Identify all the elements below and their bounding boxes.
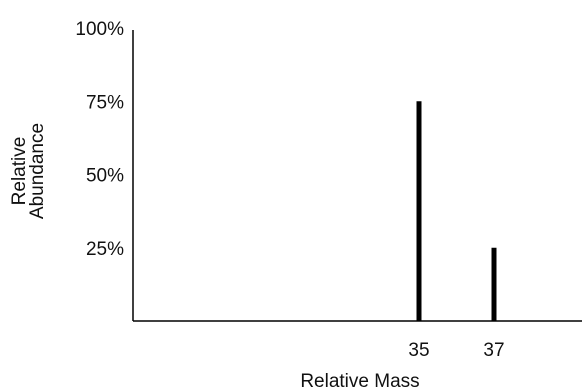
x-axis-title: Relative Mass — [300, 371, 419, 390]
y-tick-label-50: 50% — [86, 166, 124, 187]
bar-mass-35 — [416, 101, 422, 321]
y-tick-labels: 25% 50% 75% 100% — [75, 19, 124, 260]
y-tick-label-100: 100% — [75, 19, 124, 40]
y-tick-label-75: 75% — [86, 92, 124, 113]
x-tick-label-35: 35 — [408, 340, 429, 361]
x-tick-label-37: 37 — [483, 340, 504, 361]
y-axis-title-line-2: Abundance — [27, 123, 48, 219]
bar-mass-37 — [491, 247, 497, 321]
x-tick-labels: 35 37 — [408, 340, 504, 361]
y-tick-label-25: 25% — [86, 239, 124, 260]
bars-group — [416, 101, 497, 321]
y-axis-title-line-1: Relative — [9, 137, 30, 206]
